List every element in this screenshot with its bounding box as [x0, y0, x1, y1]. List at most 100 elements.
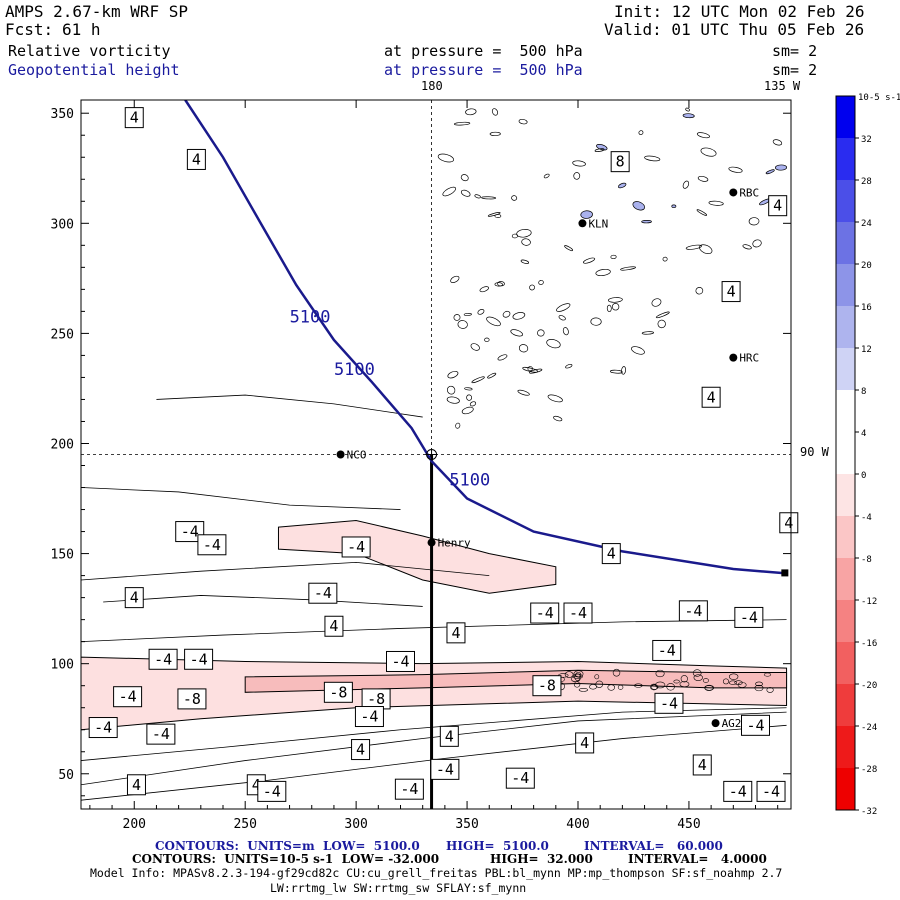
vorticity-contour-label-22: -4: [652, 639, 682, 661]
contour-label-box: [88, 717, 118, 739]
y-tick-label-250: 250: [51, 327, 74, 342]
vorticity-contour-label-3: 4: [768, 195, 788, 217]
vorticity-contour-6: [156, 394, 423, 418]
contour-label-text: -4: [190, 650, 208, 668]
vorticity-cell-116: [699, 244, 713, 254]
x-tick-label-400: 400: [566, 817, 589, 832]
vorticity-cell-40: [590, 317, 602, 326]
contour-label-box: [177, 688, 207, 710]
vorticity-cell-32: [543, 173, 550, 179]
vorticity-cell-11: [562, 327, 569, 336]
colorbar-tick-label-4: 16: [861, 303, 872, 313]
vorticity-cell-85: [638, 130, 644, 135]
boundary-marker: [781, 569, 789, 577]
vorticity-ridge-4: [692, 669, 702, 677]
vorticity-cell-105: [641, 331, 654, 335]
height-contours-interval: INTERVAL= 60.000: [584, 839, 723, 853]
colorbar-tick-label-7: 4: [861, 429, 866, 439]
vorticity-contour-label-1: 4: [186, 148, 206, 170]
vorticity-cell-82: [470, 343, 480, 351]
contour-label-text: 4: [698, 756, 707, 774]
vorticity-cell-133: [708, 200, 724, 206]
model-info: Model Info: MPASv8.2.3-194-gf29cd82c CU:…: [90, 866, 783, 880]
vorticity-cell-96: [511, 195, 518, 201]
colorbar-tick-label-5: 12: [861, 345, 872, 355]
station-label-kln: KLN: [588, 217, 608, 230]
vorticity-cell-0: [610, 254, 617, 260]
colorbar-tick-label-2: 24: [861, 219, 872, 229]
contour-label-box: [113, 686, 143, 708]
x-tick-label-350: 350: [455, 817, 478, 832]
vorticity-ridge-13: [734, 680, 743, 685]
contour-label-box: [323, 681, 353, 703]
contour-label-text: -4: [119, 688, 137, 706]
x-tick-label-200: 200: [123, 817, 146, 832]
vorticity-band-2: [277, 520, 557, 594]
station-marker-rbc: [729, 188, 738, 197]
station-marker-nco: [336, 450, 345, 459]
vorticity-cell-47: [465, 108, 477, 116]
vorticity-cell-118: [558, 315, 566, 321]
contour-label-text: 4: [130, 109, 139, 127]
vorticity-contour-label-28: -4: [654, 692, 684, 714]
vorticity-cell-104: [573, 172, 581, 180]
vorticity-contour-label-42: -4: [394, 778, 424, 800]
vorticity-contour-label-12: 4: [124, 587, 144, 609]
vorticity-contour-label-11: -4: [308, 582, 338, 604]
vorticity-cell-18: [700, 147, 717, 157]
vorticity-ridge-8: [693, 674, 703, 681]
vorticity-cell-144: [617, 182, 627, 189]
vorticity-ridge-37: [704, 685, 714, 691]
contour-label-box: [721, 281, 741, 303]
vorticity-ridge-18: [654, 681, 666, 689]
vorticity-ridge-25: [650, 683, 658, 691]
contour-label-text: -4: [391, 652, 409, 670]
station-label-hrc: HRC: [739, 352, 759, 365]
vorticity-cell-125: [565, 363, 573, 369]
vorticity-ridge-34: [666, 683, 675, 691]
vorticity-cell-74: [594, 148, 605, 152]
contour-label-text: 4: [607, 545, 616, 563]
contour-label-box: [446, 622, 466, 644]
contour-label-text: 4: [192, 150, 201, 168]
contour-label-box: [124, 587, 144, 609]
vorticity-cell-95: [611, 303, 620, 311]
meridian-label-180: 180: [421, 79, 443, 93]
contour-label-text: -4: [658, 641, 676, 659]
vorticity-cell-56: [556, 303, 571, 312]
x-tick-label-300: 300: [344, 817, 367, 832]
field2-smoothing: sm= 2: [772, 61, 818, 79]
contour-label-box: [601, 543, 621, 565]
vorticity-cell-132: [461, 406, 474, 415]
vorticity-cell-110: [442, 186, 457, 197]
contour-label-text: 4: [773, 197, 782, 215]
contour-label-box: [768, 195, 788, 217]
meridian-label-135w: 135 W: [764, 79, 801, 93]
contour-label-box: [126, 774, 146, 796]
contour-label-text: -4: [569, 604, 587, 622]
contour-label-text: -4: [203, 536, 221, 554]
vorticity-contour-label-43: -4: [723, 780, 753, 802]
vorticity-ridge-28: [564, 671, 574, 678]
height-contour-label-0: 5100: [290, 307, 331, 327]
vorticity-cell-6: [453, 121, 471, 126]
field2-level: at pressure = 500 hPa: [384, 61, 583, 79]
vorticity-cell-130: [644, 155, 661, 162]
contour-label-box: [654, 692, 684, 714]
vorticity-contour-label-31: -4: [146, 723, 176, 745]
vorticity-contour-label-27: -8: [532, 675, 562, 697]
contour-label-box: [701, 386, 721, 408]
vorticity-cell-57: [497, 281, 505, 287]
vorticity-contour-label-8: -4: [175, 521, 205, 543]
vorticity-cell-73: [486, 316, 501, 327]
vorticity-cell-120: [546, 339, 561, 349]
vorticity-cell-117: [517, 389, 530, 396]
colorbar-unit: 10-5 s-1: [858, 93, 900, 103]
vorticity-contour-7: [81, 487, 401, 510]
contour-label-text: 4: [356, 741, 365, 759]
colorbar-tick-label-12: -16: [861, 639, 877, 649]
contour-label-text: 4: [580, 734, 589, 752]
colorbar-tick-label-6: 8: [861, 387, 866, 397]
contour-label-text: 4: [727, 283, 736, 301]
vorticity-cell-53: [453, 314, 461, 321]
